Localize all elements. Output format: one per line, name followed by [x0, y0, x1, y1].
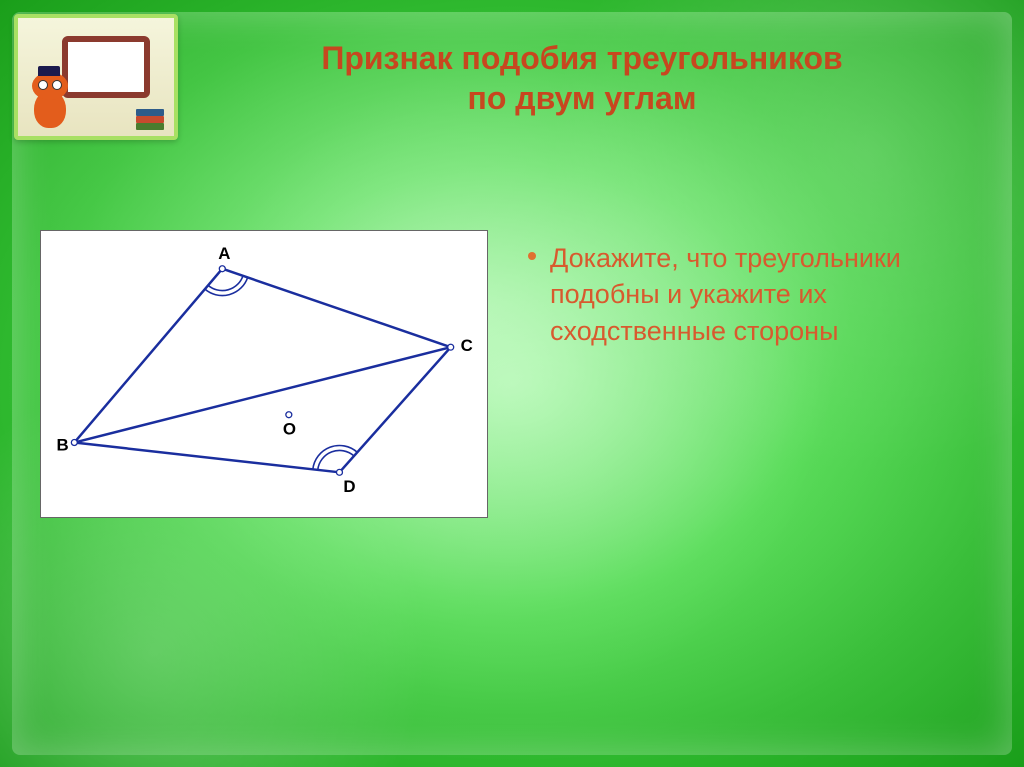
svg-text:O: O — [283, 420, 296, 439]
bullet-list: Докажите, что треугольники подобны и ука… — [528, 230, 984, 518]
content-area: A B C D O Докажите, что треугольники подобны… — [40, 230, 984, 518]
triangle-diagram: A B C D O — [40, 230, 488, 518]
slide-title: Признак подобия треугольников по двум уг… — [200, 38, 964, 118]
title-line-1: Признак подобия треугольников — [200, 38, 964, 78]
svg-text:B: B — [56, 435, 68, 454]
svg-text:C: C — [461, 336, 473, 355]
title-line-2: по двум углам — [200, 78, 964, 118]
bullet-item: Докажите, что треугольники подобны и ука… — [528, 240, 984, 349]
bullet-text: Докажите, что треугольники подобны и ука… — [550, 240, 984, 349]
decorative-owl-image — [14, 14, 178, 140]
svg-text:A: A — [218, 244, 230, 263]
books-icon — [136, 106, 166, 130]
svg-text:D: D — [343, 477, 355, 496]
chalkboard-icon — [62, 36, 150, 98]
bullet-dot-icon — [528, 252, 536, 260]
owl-icon — [28, 72, 72, 128]
